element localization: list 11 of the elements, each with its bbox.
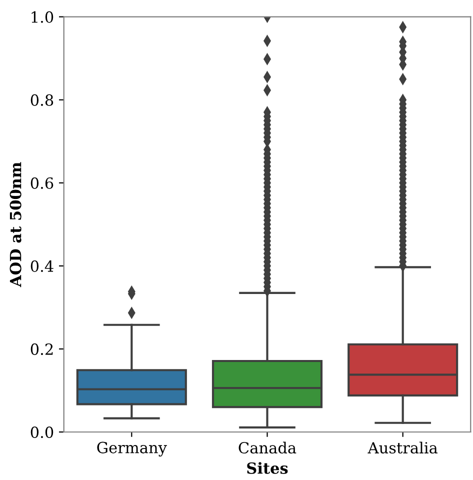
y-tick-label: 0.0 xyxy=(30,426,54,438)
y-axis-title: AOD at 500nm xyxy=(10,162,22,288)
y-tick-label: 0.2 xyxy=(30,343,53,355)
y-tick-label: 0.6 xyxy=(30,177,54,189)
y-tick-label: 0.4 xyxy=(30,260,54,272)
x-tick-label: Australia xyxy=(368,442,438,454)
y-tick-label: 0.8 xyxy=(30,94,54,106)
x-tick-label: Canada xyxy=(238,442,296,454)
x-tick-label: Germany xyxy=(97,442,167,457)
x-axis-title: Sites xyxy=(247,462,288,474)
y-tick-label: 1.0 xyxy=(32,11,54,23)
